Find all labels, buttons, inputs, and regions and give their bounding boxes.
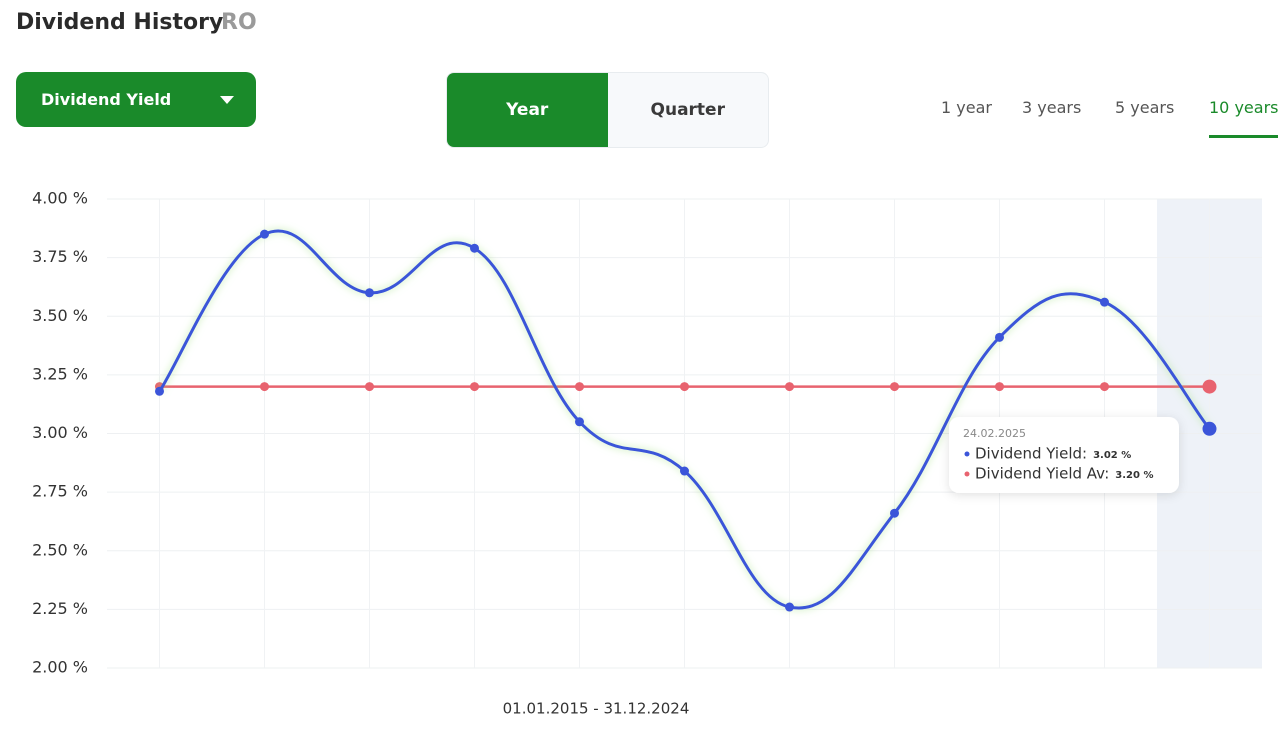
range-option[interactable]: 3 years	[1022, 98, 1082, 117]
tooltip-marker	[964, 451, 970, 457]
range-option[interactable]: 10 years	[1209, 98, 1279, 138]
data-point	[1100, 382, 1109, 392]
period-toggle: Year Quarter	[446, 72, 769, 148]
data-point	[575, 417, 584, 427]
y-tick-label: 2.00 %	[32, 658, 88, 677]
tooltip: 24.02.2025 Dividend Yield: 3.02 % Dividend …	[949, 417, 1179, 493]
dropdown-label: Dividend Yield	[41, 90, 172, 109]
y-tick-label: 3.75 %	[32, 247, 88, 266]
tooltip-marker	[964, 471, 970, 477]
data-point	[680, 466, 689, 476]
tooltip-value: 3.02 %	[1093, 450, 1131, 461]
data-point	[995, 332, 1004, 342]
toggle-year[interactable]: Year	[447, 73, 608, 147]
data-point	[470, 243, 479, 253]
caret	[220, 96, 234, 104]
y-tick-label: 2.25 %	[32, 599, 88, 618]
data-point	[890, 508, 899, 518]
y-tick-label: 2.75 %	[32, 482, 88, 501]
y-tick-label: 3.00 %	[32, 423, 88, 442]
y-tick-label: 4.00 %	[32, 189, 88, 208]
data-point	[1100, 297, 1109, 307]
range-option[interactable]: 1 year	[941, 98, 992, 117]
data-point	[365, 288, 374, 298]
metric-dropdown[interactable]: Dividend Yield	[16, 72, 256, 127]
data-point	[785, 382, 794, 392]
tooltip-box	[949, 417, 1179, 493]
tooltip-name: Dividend Yield:	[975, 445, 1087, 463]
data-point	[785, 602, 794, 612]
x-axis-label: 01.01.2015 - 31.12.2024	[503, 700, 690, 718]
range-option[interactable]: 5 years	[1115, 98, 1175, 117]
data-point	[1202, 421, 1217, 436]
toggle-quarter[interactable]: Quarter	[650, 100, 725, 120]
tooltip-date: 24.02.2025	[963, 427, 1026, 440]
data-point	[890, 382, 899, 392]
data-point	[575, 382, 584, 392]
data-point	[155, 386, 164, 396]
data-point	[365, 382, 374, 392]
ticker: RO	[221, 10, 257, 35]
data-point	[260, 229, 269, 239]
tooltip-value: 3.20 %	[1115, 470, 1153, 481]
y-tick-label: 3.25 %	[32, 364, 88, 383]
data-point	[995, 382, 1004, 392]
data-point	[470, 382, 479, 392]
y-tick-label: 2.50 %	[32, 540, 88, 559]
data-point	[1202, 379, 1217, 394]
tooltip-name: Dividend Yield Av:	[975, 465, 1109, 483]
data-point	[680, 382, 689, 392]
y-tick-label: 3.50 %	[32, 306, 88, 325]
page-title: Dividend History	[16, 10, 224, 35]
data-point	[260, 382, 269, 392]
